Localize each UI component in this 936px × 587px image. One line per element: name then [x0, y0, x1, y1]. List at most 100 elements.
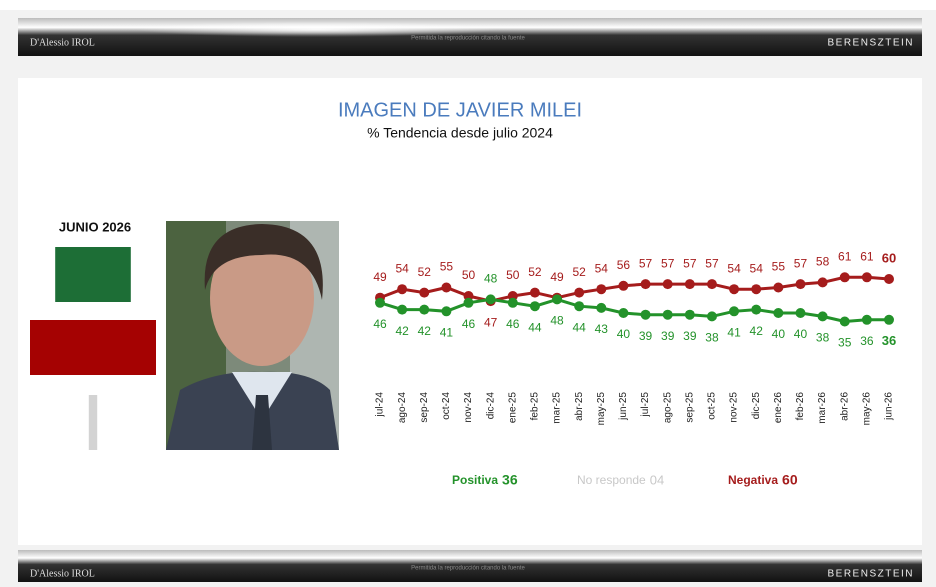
x-tick-label: abr-25: [574, 392, 585, 421]
x-tick-label: feb-25: [530, 392, 541, 421]
point: [729, 284, 740, 295]
data-label: 36: [882, 333, 896, 348]
data-label: 57: [794, 256, 808, 270]
notice: Permitida la reproducción citando la fue…: [411, 36, 525, 42]
x-tick-label: jul-24: [375, 392, 386, 418]
point: [529, 287, 540, 298]
data-label: 40: [794, 327, 808, 341]
data-label: 57: [661, 256, 675, 270]
data-label: 38: [705, 331, 719, 345]
point: [817, 277, 828, 288]
point: [441, 306, 452, 317]
data-label: 50: [506, 268, 520, 282]
x-tick-label: oct-25: [707, 392, 718, 420]
point: [640, 279, 651, 290]
x-tick-label: may-25: [596, 392, 607, 426]
point: [529, 301, 540, 312]
point: [485, 294, 496, 305]
x-tick-label: oct-24: [441, 392, 452, 420]
data-label: 44: [528, 320, 542, 334]
data-label: 41: [727, 325, 741, 339]
brand-left: D'Alessio IROL: [30, 37, 95, 48]
point: [640, 309, 651, 320]
data-label: 42: [418, 324, 432, 338]
data-label: 49: [550, 270, 564, 284]
x-tick-label: ene-25: [507, 392, 518, 424]
x-tick-label: sep-24: [419, 392, 430, 423]
point: [839, 272, 850, 283]
summary-bar: [55, 247, 131, 302]
legend-name: Positiva: [452, 473, 498, 487]
point: [375, 297, 385, 308]
point: [884, 314, 894, 325]
data-label: 39: [639, 329, 653, 343]
point: [729, 306, 740, 317]
point: [419, 304, 430, 315]
chart-title: IMAGEN DE JAVIER MILEI: [338, 99, 582, 121]
point: [397, 284, 408, 295]
point: [618, 280, 629, 291]
x-tick-label: jul-25: [640, 392, 651, 418]
point: [861, 272, 872, 283]
point: [574, 301, 585, 312]
data-label: 61: [860, 249, 874, 263]
data-label: 56: [617, 258, 631, 272]
point: [618, 308, 629, 318]
data-label: 39: [661, 329, 675, 343]
x-tick-label: nov-24: [463, 392, 474, 423]
data-label: 38: [816, 331, 830, 345]
legend-name: No responde: [577, 473, 646, 487]
data-label: 55: [440, 260, 454, 274]
x-tick-label: feb-26: [795, 392, 806, 421]
portrait: [166, 221, 339, 450]
point: [662, 279, 673, 290]
legend-value: 60: [782, 472, 798, 488]
x-tick-label: dic-25: [751, 392, 762, 420]
data-label: 54: [595, 261, 609, 275]
data-label: 55: [772, 260, 786, 274]
chart-subtitle: % Tendencia desde julio 2024: [367, 125, 553, 141]
point: [751, 284, 762, 295]
x-tick-label: jun-25: [618, 392, 629, 421]
footer-bar: D'Alessio IROL Permitida la reproducción…: [18, 550, 922, 582]
x-tick-label: ago-25: [662, 392, 673, 424]
point: [706, 279, 717, 290]
data-label: 43: [595, 322, 609, 336]
summary-title: JUNIO 2026: [59, 219, 131, 234]
brand-left: D'Alessio IROL: [30, 568, 95, 579]
data-label: 35: [838, 336, 852, 350]
data-label: 40: [772, 327, 786, 341]
data-label: 47: [484, 315, 498, 329]
x-tick-label: abr-26: [839, 392, 850, 421]
data-label: 50: [462, 268, 476, 282]
point: [795, 279, 806, 290]
legend-value: 04: [650, 472, 664, 487]
data-label: 36: [860, 334, 874, 348]
legend-name: Negativa: [728, 473, 778, 487]
point: [419, 287, 430, 298]
data-label: 39: [683, 329, 697, 343]
data-label: 42: [395, 324, 409, 338]
data-label: 46: [506, 317, 520, 331]
x-tick-label: ene-26: [773, 392, 784, 424]
point: [596, 302, 607, 313]
point: [795, 308, 806, 318]
data-label: 57: [683, 256, 697, 270]
x-tick-label: nov-25: [729, 392, 740, 423]
data-label: 49: [373, 270, 387, 284]
point: [596, 284, 607, 295]
point: [773, 282, 784, 293]
point: [706, 311, 717, 322]
data-label: 57: [639, 256, 653, 270]
legend-value: 36: [502, 472, 518, 488]
data-label: 57: [705, 256, 719, 270]
point: [773, 308, 784, 318]
header-bar: D'Alessio IROL Permitida la reproducción…: [18, 18, 922, 56]
data-label: 58: [816, 255, 830, 269]
data-label: 40: [617, 327, 631, 341]
x-tick-label: dic-24: [485, 392, 496, 420]
point: [684, 279, 695, 290]
point: [552, 294, 563, 305]
